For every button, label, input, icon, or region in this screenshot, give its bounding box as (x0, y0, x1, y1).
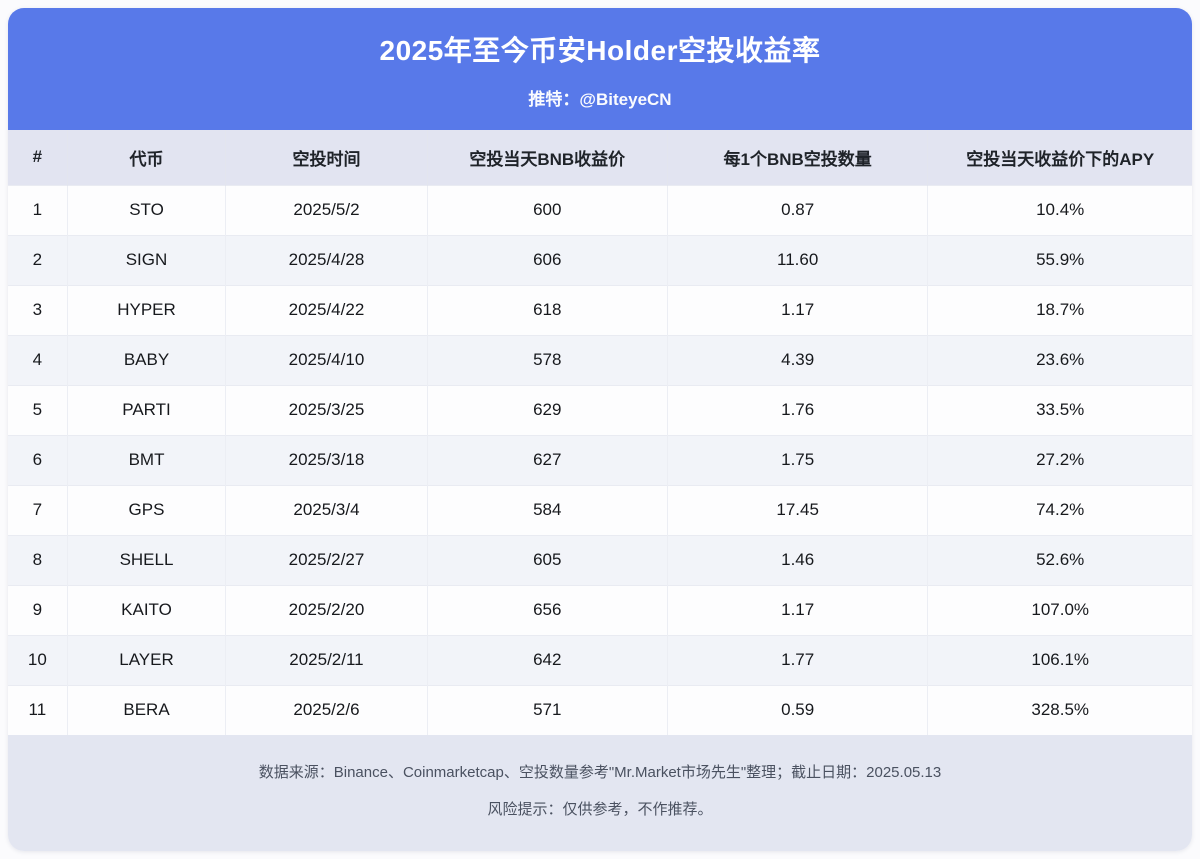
cell-token: GPS (67, 484, 227, 535)
cell-bnb-price: 606 (427, 234, 668, 285)
table-row: 3 HYPER 2025/4/22 618 1.17 18.7% (8, 284, 1192, 335)
cell-bnb-price: 629 (427, 384, 668, 435)
cell-airdrop-date: 2025/3/25 (225, 384, 428, 435)
cell-token: KAITO (67, 584, 227, 635)
cell-bnb-price: 571 (427, 684, 668, 735)
data-source-text: 数据来源：Binance、Coinmarketcap、空投数量参考"Mr.Mar… (258, 764, 942, 781)
table-row: 10 LAYER 2025/2/11 642 1.77 106.1% (8, 634, 1192, 685)
cell-airdrop-date: 2025/5/2 (225, 184, 428, 235)
cell-amount-per-bnb: 11.60 (667, 234, 929, 285)
table-row: 8 SHELL 2025/2/27 605 1.46 52.6% (8, 534, 1192, 585)
cell-apy: 74.2% (927, 484, 1192, 535)
cell-token: STO (67, 184, 227, 235)
cell-index: 4 (8, 334, 68, 385)
column-header-bnb-price: 空投当天BNB收益价 (427, 130, 668, 185)
column-header-apy: 空投当天收益价下的APY (927, 130, 1192, 185)
twitter-handle: 推特：@BiteyeCN (528, 89, 672, 109)
cell-amount-per-bnb: 1.76 (667, 384, 929, 435)
cell-amount-per-bnb: 1.46 (667, 534, 929, 585)
airdrop-table: # 代币 空投时间 空投当天BNB收益价 每1个BNB空投数量 空投当天收益价下… (8, 130, 1192, 735)
footer: 数据来源：Binance、Coinmarketcap、空投数量参考"Mr.Mar… (8, 735, 1192, 851)
table-row: 6 BMT 2025/3/18 627 1.75 27.2% (8, 434, 1192, 485)
cell-index: 3 (8, 284, 68, 335)
cell-apy: 27.2% (927, 434, 1192, 485)
cell-amount-per-bnb: 0.59 (667, 684, 929, 735)
column-header-token: 代币 (67, 130, 227, 185)
cell-airdrop-date: 2025/2/6 (225, 684, 428, 735)
cell-amount-per-bnb: 1.77 (667, 634, 929, 685)
cell-bnb-price: 584 (427, 484, 668, 535)
infographic-card: 2025年至今币安Holder空投收益率 推特：@BiteyeCN # 代币 空… (8, 8, 1192, 851)
banner: 2025年至今币安Holder空投收益率 推特：@BiteyeCN (8, 8, 1192, 130)
cell-airdrop-date: 2025/3/18 (225, 434, 428, 485)
cell-airdrop-date: 2025/2/11 (225, 634, 428, 685)
cell-amount-per-bnb: 1.75 (667, 434, 929, 485)
table-row: 9 KAITO 2025/2/20 656 1.17 107.0% (8, 584, 1192, 635)
table-row: 11 BERA 2025/2/6 571 0.59 328.5% (8, 684, 1192, 735)
cell-apy: 33.5% (927, 384, 1192, 435)
cell-amount-per-bnb: 17.45 (667, 484, 929, 535)
cell-apy: 18.7% (927, 284, 1192, 335)
cell-token: BMT (67, 434, 227, 485)
table-body: 1 STO 2025/5/2 600 0.87 10.4% 2 SIGN 2025/4/28 60… (8, 184, 1192, 735)
cell-apy: 10.4% (927, 184, 1192, 235)
cell-apy: 55.9% (927, 234, 1192, 285)
cell-apy: 23.6% (927, 334, 1192, 385)
cell-index: 10 (8, 634, 68, 685)
cell-bnb-price: 627 (427, 434, 668, 485)
cell-airdrop-date: 2025/4/10 (225, 334, 428, 385)
cell-amount-per-bnb: 1.17 (667, 284, 929, 335)
cell-token: SHELL (67, 534, 227, 585)
page-title: 2025年至今币安Holder空投收益率 (379, 34, 821, 66)
cell-amount-per-bnb: 0.87 (667, 184, 929, 235)
cell-index: 5 (8, 384, 68, 435)
cell-index: 1 (8, 184, 68, 235)
cell-airdrop-date: 2025/2/27 (225, 534, 428, 585)
table-row: 2 SIGN 2025/4/28 606 11.60 55.9% (8, 234, 1192, 285)
cell-amount-per-bnb: 4.39 (667, 334, 929, 385)
cell-index: 8 (8, 534, 68, 585)
cell-apy: 107.0% (927, 584, 1192, 635)
table-row: 5 PARTI 2025/3/25 629 1.76 33.5% (8, 384, 1192, 435)
cell-index: 11 (8, 684, 68, 735)
table-header-row: # 代币 空投时间 空投当天BNB收益价 每1个BNB空投数量 空投当天收益价下… (8, 130, 1192, 185)
cell-apy: 52.6% (927, 534, 1192, 585)
cell-token: PARTI (67, 384, 227, 435)
risk-disclaimer-text: 风险提示：仅供参考，不作推荐。 (487, 801, 713, 818)
cell-bnb-price: 578 (427, 334, 668, 385)
cell-index: 7 (8, 484, 68, 535)
cell-token: BABY (67, 334, 227, 385)
cell-index: 9 (8, 584, 68, 635)
cell-index: 6 (8, 434, 68, 485)
cell-apy: 106.1% (927, 634, 1192, 685)
cell-token: SIGN (67, 234, 227, 285)
cell-token: BERA (67, 684, 227, 735)
cell-token: HYPER (67, 284, 227, 335)
cell-apy: 328.5% (927, 684, 1192, 735)
cell-airdrop-date: 2025/4/22 (225, 284, 428, 335)
cell-airdrop-date: 2025/4/28 (225, 234, 428, 285)
cell-airdrop-date: 2025/2/20 (225, 584, 428, 635)
column-header-amount-per-bnb: 每1个BNB空投数量 (667, 130, 929, 185)
cell-bnb-price: 642 (427, 634, 668, 685)
table-row: 1 STO 2025/5/2 600 0.87 10.4% (8, 184, 1192, 235)
cell-airdrop-date: 2025/3/4 (225, 484, 428, 535)
cell-bnb-price: 600 (427, 184, 668, 235)
cell-token: LAYER (67, 634, 227, 685)
column-header-airdrop-date: 空投时间 (225, 130, 428, 185)
cell-index: 2 (8, 234, 68, 285)
table-row: 7 GPS 2025/3/4 584 17.45 74.2% (8, 484, 1192, 535)
cell-bnb-price: 605 (427, 534, 668, 585)
cell-bnb-price: 656 (427, 584, 668, 635)
cell-bnb-price: 618 (427, 284, 668, 335)
cell-amount-per-bnb: 1.17 (667, 584, 929, 635)
column-header-index: # (8, 130, 68, 185)
table-row: 4 BABY 2025/4/10 578 4.39 23.6% (8, 334, 1192, 385)
